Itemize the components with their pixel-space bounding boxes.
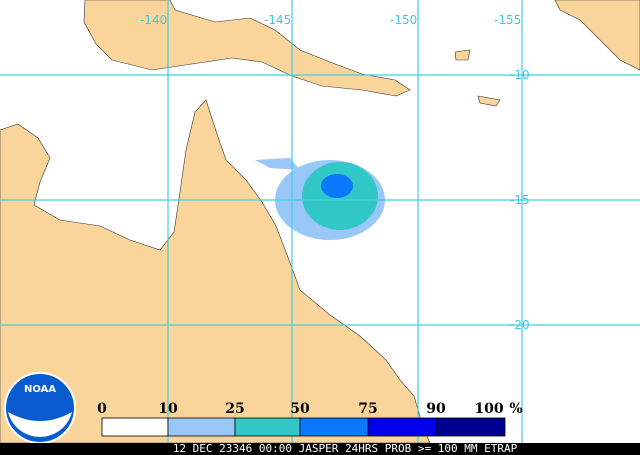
logo-wave bbox=[8, 412, 72, 437]
prob-10 bbox=[255, 158, 300, 170]
land bbox=[0, 0, 640, 444]
footer-bar bbox=[0, 443, 640, 455]
legend-swatch bbox=[435, 417, 506, 437]
lat-label: -10 bbox=[510, 68, 530, 82]
logo-text: NOAA bbox=[24, 384, 56, 395]
legend-label: 100 bbox=[474, 401, 503, 417]
lon-label: -150 bbox=[390, 13, 417, 27]
legend-label: 90 bbox=[426, 401, 446, 417]
australia bbox=[0, 99, 431, 444]
legend-label: 0 bbox=[97, 401, 107, 417]
logo: NOAA bbox=[4, 372, 76, 444]
prob-50 bbox=[321, 174, 353, 198]
legend-unit: % bbox=[509, 401, 522, 417]
legend-label: 75 bbox=[358, 401, 377, 417]
lat-label: -20 bbox=[510, 318, 530, 332]
legend-swatch bbox=[367, 417, 437, 437]
legend-swatch bbox=[299, 417, 369, 437]
legend-label: 50 bbox=[290, 401, 310, 417]
legend-swatch bbox=[234, 417, 301, 437]
graticule: -140 -145 -150 -155 -10 -15 -20 bbox=[0, 0, 640, 443]
island bbox=[554, 0, 640, 71]
footer-caption: 12 DEC 23346 00:00 JASPER 24HRS PROB >= … bbox=[173, 442, 518, 455]
lon-label: -140 bbox=[140, 13, 167, 27]
lat-label: -15 bbox=[510, 193, 530, 207]
lon-label: -155 bbox=[494, 13, 521, 27]
legend-swatch bbox=[101, 417, 169, 437]
island bbox=[454, 49, 471, 61]
island bbox=[477, 95, 501, 107]
new-guinea bbox=[83, 0, 411, 97]
legend: 0 10 25 50 75 90 100% bbox=[97, 401, 523, 437]
legend-label: 10 bbox=[158, 401, 178, 417]
legend-swatch bbox=[167, 417, 236, 437]
lon-label: -145 bbox=[264, 13, 291, 27]
legend-label: 25 bbox=[225, 401, 244, 417]
